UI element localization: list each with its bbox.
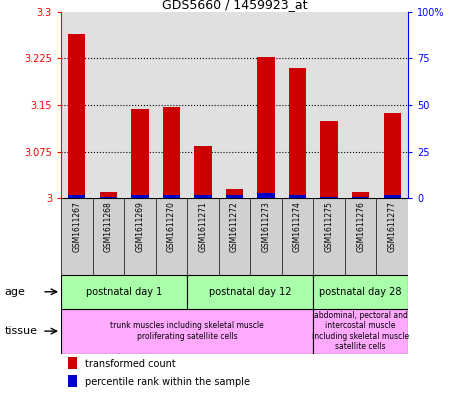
Text: GSM1611273: GSM1611273 (262, 201, 271, 252)
Title: GDS5660 / 1459923_at: GDS5660 / 1459923_at (162, 0, 307, 11)
Text: GSM1611270: GSM1611270 (167, 201, 176, 252)
Text: postnatal day 1: postnatal day 1 (86, 287, 162, 297)
Text: transformed count: transformed count (85, 358, 176, 369)
Bar (194, 145, 212, 198)
Bar (257, 57, 275, 198)
Bar (68, 357, 77, 369)
Bar (99, 196, 117, 198)
Bar (61, 275, 187, 309)
Bar (226, 189, 243, 198)
Bar (194, 195, 212, 198)
Text: GSM1611269: GSM1611269 (136, 201, 144, 252)
Bar (257, 193, 275, 198)
Bar (68, 375, 77, 387)
Text: postnatal day 12: postnatal day 12 (209, 287, 292, 297)
Text: GSM1611267: GSM1611267 (72, 201, 81, 252)
Bar (163, 107, 180, 198)
Text: GSM1611275: GSM1611275 (325, 201, 333, 252)
Bar (131, 110, 149, 198)
Text: postnatal day 28: postnatal day 28 (319, 287, 402, 297)
Bar (384, 112, 401, 198)
Bar (313, 275, 408, 309)
Bar (68, 33, 85, 198)
Text: GSM1611271: GSM1611271 (198, 201, 207, 252)
Bar (289, 68, 306, 198)
Bar (384, 195, 401, 198)
Text: GSM1611277: GSM1611277 (388, 201, 397, 252)
Text: age: age (5, 287, 26, 297)
Bar (352, 196, 370, 198)
Bar (187, 275, 313, 309)
Bar (68, 195, 85, 198)
Text: GSM1611268: GSM1611268 (104, 201, 113, 252)
Bar (289, 195, 306, 198)
Bar (313, 309, 408, 354)
Bar (320, 196, 338, 198)
Text: GSM1611272: GSM1611272 (230, 201, 239, 252)
Text: tissue: tissue (5, 326, 38, 336)
Text: percentile rank within the sample: percentile rank within the sample (85, 377, 250, 387)
Bar (131, 195, 149, 198)
Text: GSM1611276: GSM1611276 (356, 201, 365, 252)
Bar (226, 195, 243, 198)
Text: GSM1611274: GSM1611274 (293, 201, 302, 252)
Bar (320, 121, 338, 198)
Bar (163, 195, 180, 198)
Text: abdominal, pectoral and
intercostal muscle
including skeletal muscle
satellite c: abdominal, pectoral and intercostal musc… (312, 311, 409, 351)
Bar (99, 192, 117, 198)
Text: trunk muscles including skeletal muscle
proliferating satellite cells: trunk muscles including skeletal muscle … (110, 321, 264, 341)
Bar (352, 192, 370, 198)
Bar (61, 309, 313, 354)
